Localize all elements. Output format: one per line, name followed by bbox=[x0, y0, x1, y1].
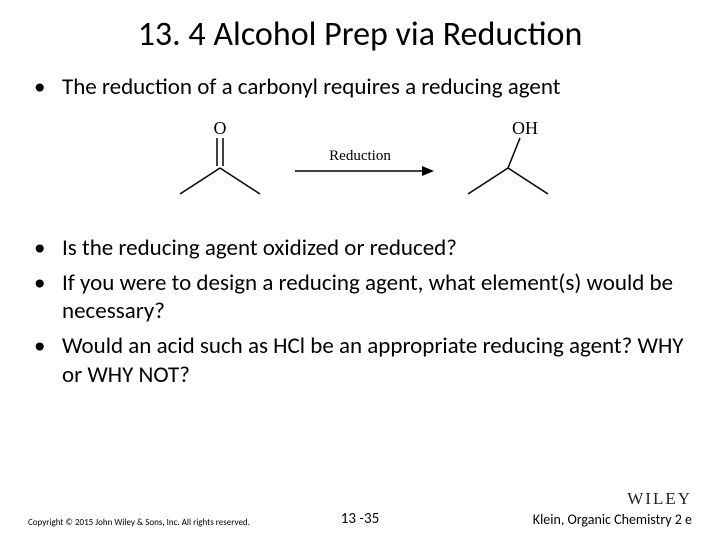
bullet-marker: • bbox=[30, 332, 62, 361]
bullet-item: • If you were to design a reducing agent… bbox=[30, 269, 690, 327]
footer-right: WILEY Klein, Organic Chemistry 2 e bbox=[399, 489, 692, 528]
arrow-label: Reduction bbox=[329, 148, 391, 164]
co-bond bbox=[508, 138, 520, 168]
ketone-structure: O bbox=[180, 118, 260, 194]
bond-left-2 bbox=[468, 168, 508, 194]
bond-left bbox=[180, 168, 220, 194]
slide-title: 13. 4 Alcohol Prep via Reduction bbox=[0, 0, 720, 63]
bullet-text: The reduction of a carbonyl requires a r… bbox=[62, 73, 690, 102]
publisher-logo: WILEY bbox=[399, 489, 692, 509]
bullet-text: If you were to design a reducing agent, … bbox=[62, 269, 690, 327]
book-title: Klein, Organic Chemistry 2 e bbox=[533, 511, 692, 528]
slide-body: • The reduction of a carbonyl requires a… bbox=[0, 63, 720, 390]
bullet-item: • Would an acid such as HCl be an approp… bbox=[30, 332, 690, 390]
bullet-text: Would an acid such as HCl be an appropri… bbox=[62, 332, 690, 390]
bond-right-2 bbox=[508, 168, 548, 194]
slide-footer: Copyright © 2015 John Wiley & Sons, Inc.… bbox=[0, 489, 720, 528]
oxygen-label: O bbox=[214, 118, 227, 138]
bullet-text: Is the reducing agent oxidized or reduce… bbox=[62, 234, 690, 263]
bond-right bbox=[220, 168, 260, 194]
page-number: 13 -35 bbox=[321, 510, 399, 528]
bullet-marker: • bbox=[30, 269, 62, 298]
bullet-item: • Is the reducing agent oxidized or redu… bbox=[30, 234, 690, 263]
bullet-marker: • bbox=[30, 234, 62, 263]
hydroxyl-label: OH bbox=[512, 118, 538, 138]
copyright-text: Copyright © 2015 John Wiley & Sons, Inc.… bbox=[28, 517, 321, 528]
reaction-arrow: Reduction bbox=[295, 148, 434, 176]
bullet-marker: • bbox=[30, 73, 62, 102]
alcohol-structure: OH bbox=[468, 118, 548, 194]
arrow-head bbox=[422, 166, 434, 176]
reaction-diagram: O Reduction OH bbox=[30, 116, 690, 216]
reduction-svg: O Reduction OH bbox=[150, 116, 570, 216]
bullet-item: • The reduction of a carbonyl requires a… bbox=[30, 73, 690, 102]
